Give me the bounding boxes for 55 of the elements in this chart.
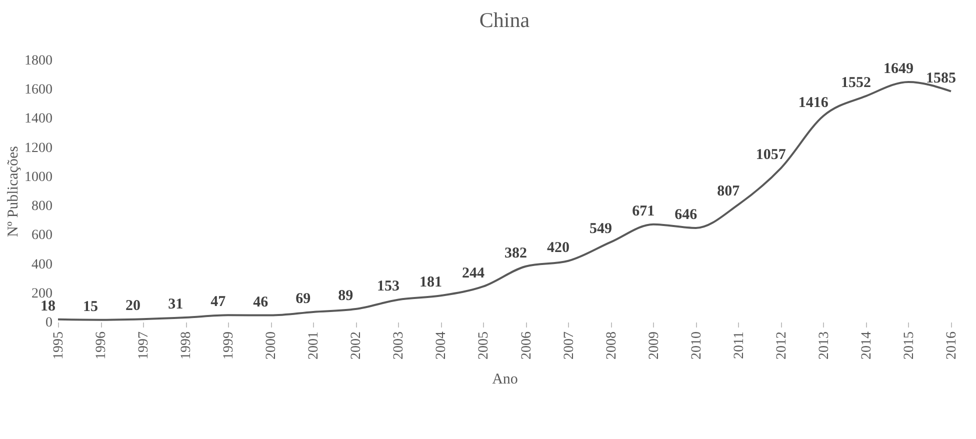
x-tick-label: 2003 — [392, 332, 407, 360]
x-tick-label: 2016 — [944, 332, 960, 360]
data-label: 153 — [376, 278, 400, 295]
x-tick-label: 1995 — [52, 332, 66, 360]
data-label: 31 — [168, 296, 184, 312]
data-label: 20 — [126, 298, 141, 314]
x-tick-label: 2007 — [562, 332, 577, 360]
data-label: 46 — [253, 294, 269, 310]
y-tick-label: 600 — [32, 228, 52, 244]
x-tick-label: 2000 — [264, 332, 280, 360]
x-tick-label: 2011 — [732, 332, 747, 359]
x-tick-label: 1996 — [94, 332, 110, 360]
data-label: 89 — [338, 288, 354, 304]
y-tick-label: 1200 — [24, 140, 52, 156]
x-axis-title: Ano — [492, 372, 518, 388]
y-tick-label: 1800 — [24, 54, 52, 68]
data-label: 671 — [632, 203, 655, 220]
x-tick-label: 2002 — [349, 332, 364, 360]
y-tick-label: 1600 — [24, 82, 52, 98]
data-label: 1649 — [883, 60, 914, 77]
x-tick-label: 2010 — [689, 332, 704, 360]
data-label: 47 — [210, 294, 226, 310]
data-label: 549 — [590, 221, 612, 238]
data-label: 1416 — [798, 94, 829, 111]
x-tick-label: 2014 — [859, 332, 874, 360]
data-label: 244 — [462, 265, 485, 282]
data-label: 1585 — [926, 70, 956, 86]
x-tick-label: 2004 — [434, 332, 450, 360]
y-tick-label: 0 — [46, 316, 52, 330]
data-label: 807 — [717, 184, 740, 200]
x-tick-label: 2013 — [816, 332, 832, 360]
data-label: 69 — [296, 290, 311, 307]
y-tick-label: 1000 — [24, 170, 52, 185]
data-label: 1552 — [840, 75, 871, 92]
x-tick-label: 2012 — [774, 332, 790, 360]
data-label: 646 — [674, 206, 698, 223]
data-label: 15 — [83, 298, 98, 315]
data-label: 181 — [419, 274, 442, 291]
x-tick-label: 1998 — [179, 332, 194, 360]
x-tick-label: 2008 — [604, 332, 620, 360]
data-label: 1057 — [756, 147, 786, 164]
x-tick-label: 2015 — [902, 332, 917, 360]
data-label: 420 — [547, 240, 570, 256]
chart-title: China — [479, 8, 530, 32]
x-tick-label: 2009 — [646, 332, 662, 360]
x-tick-label: 1997 — [136, 332, 152, 360]
y-axis-title: Nº Publicações — [6, 146, 22, 237]
x-tick-label: 2001 — [306, 332, 322, 360]
y-tick-label: 800 — [32, 199, 52, 214]
x-tick-label: 2006 — [519, 332, 534, 360]
x-tick-label: 1999 — [222, 332, 237, 360]
x-tick-label: 2005 — [476, 332, 492, 360]
y-tick-label: 400 — [32, 257, 52, 272]
y-tick-label: 1400 — [24, 112, 52, 127]
data-label: 382 — [504, 245, 528, 262]
